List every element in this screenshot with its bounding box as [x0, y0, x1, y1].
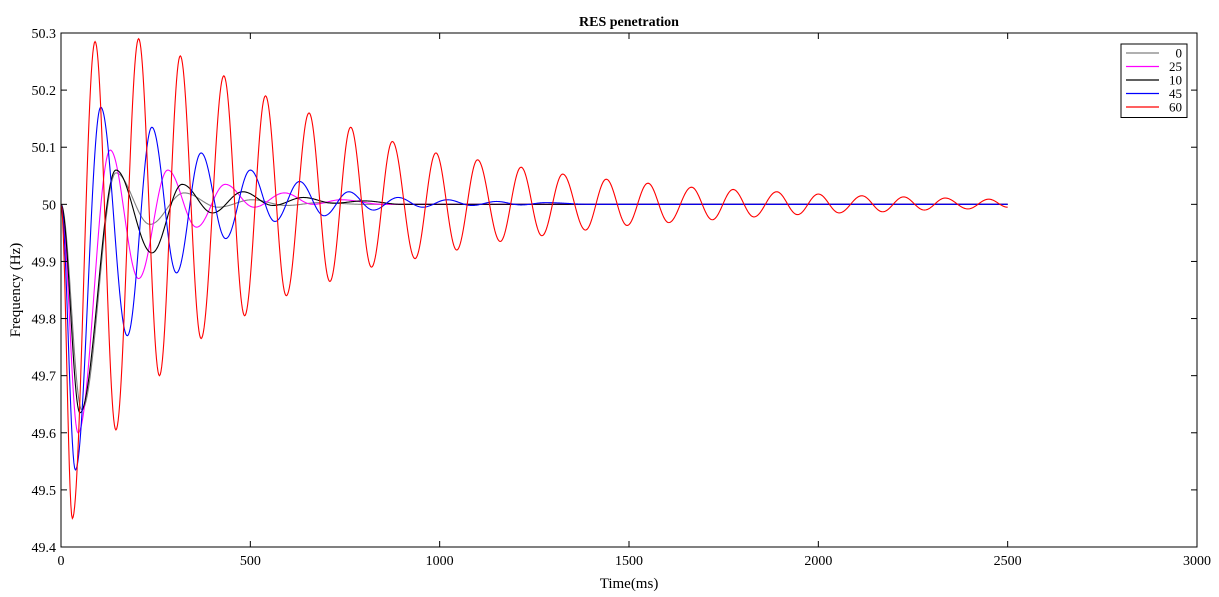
legend-label-25: 25	[1169, 59, 1182, 74]
x-axis-label: Time(ms)	[600, 576, 659, 592]
y-tick-label: 49.8	[32, 313, 57, 328]
legend-label-45: 45	[1169, 86, 1182, 101]
x-axis: 0 500 1000 1500 2000 2500 3000	[58, 33, 1211, 569]
y-tick-label: 50.1	[32, 141, 57, 156]
x-tick-label: 2500	[994, 554, 1022, 569]
y-axis: 49.4 49.5 49.6 49.7 49.8 49.9 50 50.1 50.2 50.3	[32, 27, 1197, 556]
y-tick-label: 50	[42, 198, 56, 213]
series-line-45	[60, 106, 1008, 471]
x-tick-label: 3000	[1183, 554, 1211, 569]
y-tick-label: 49.6	[32, 427, 57, 442]
y-tick-label: 50.3	[32, 27, 57, 42]
plot-lines	[60, 37, 1008, 520]
legend-box	[1120, 43, 1188, 118]
y-tick-label: 49.5	[32, 484, 57, 499]
series-line-60	[60, 37, 1008, 520]
legend-label-0: 0	[1176, 46, 1183, 61]
x-tick-label: 500	[240, 554, 261, 569]
y-tick-label: 49.7	[32, 370, 57, 385]
x-tick-label: 0	[58, 554, 65, 569]
legend-label-60: 60	[1169, 100, 1182, 115]
y-tick-label: 49.9	[32, 255, 57, 270]
y-tick-label: 50.2	[32, 84, 57, 99]
chart-title: RES penetration	[579, 15, 679, 30]
x-tick-label: 1000	[426, 554, 454, 569]
x-tick-label: 2000	[804, 554, 832, 569]
x-tick-label: 1500	[615, 554, 643, 569]
legend-label-10: 10	[1169, 73, 1182, 88]
y-axis-label: Frequency (Hz)	[8, 243, 24, 338]
y-tick-label: 49.4	[32, 541, 57, 556]
